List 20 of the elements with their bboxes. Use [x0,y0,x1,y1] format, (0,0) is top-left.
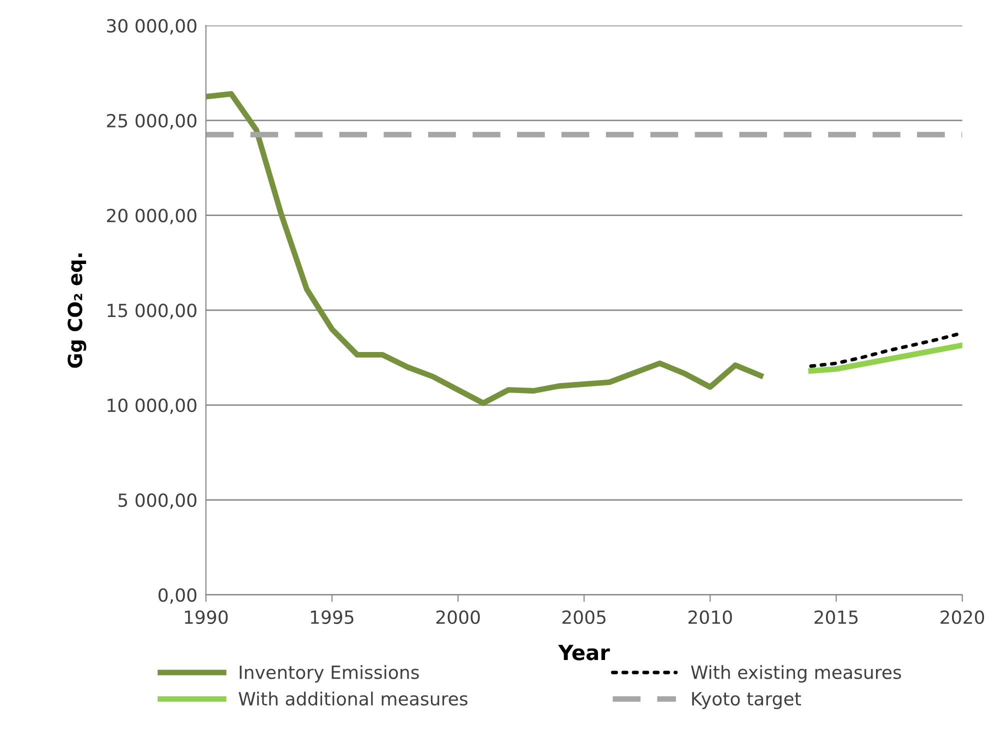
y-tick-label: 5 000,00 [118,493,196,509]
legend-label: Kyoto target [692,692,801,710]
y-tick-label: 0,00 [158,588,196,604]
x-tick-label: 2010 [688,610,732,624]
y-tick-label: 25 000,00 [107,114,196,130]
x-tick-label: 2005 [562,610,606,624]
x-tick-label: 2000 [436,610,480,624]
y-tick-label: 15 000,00 [108,304,196,320]
x-axis-title: Year [558,644,610,660]
y-tick-label: 30 000,00 [107,18,196,34]
legend-label: With additional measures [238,692,468,706]
x-tick-label: 1995 [310,610,354,624]
y-axis-title: Gg CO₂ eq. [68,254,86,368]
x-tick-label: 2020 [940,610,984,624]
y-tick-label: 10 000,00 [108,398,196,414]
x-tick-label: 2015 [814,610,858,624]
x-tick-label: 1990 [184,610,228,624]
legend-label: With existing measures [691,665,902,683]
y-tick-label: 20 000,00 [107,208,196,224]
legend-label: Inventory Emissions [240,665,419,683]
